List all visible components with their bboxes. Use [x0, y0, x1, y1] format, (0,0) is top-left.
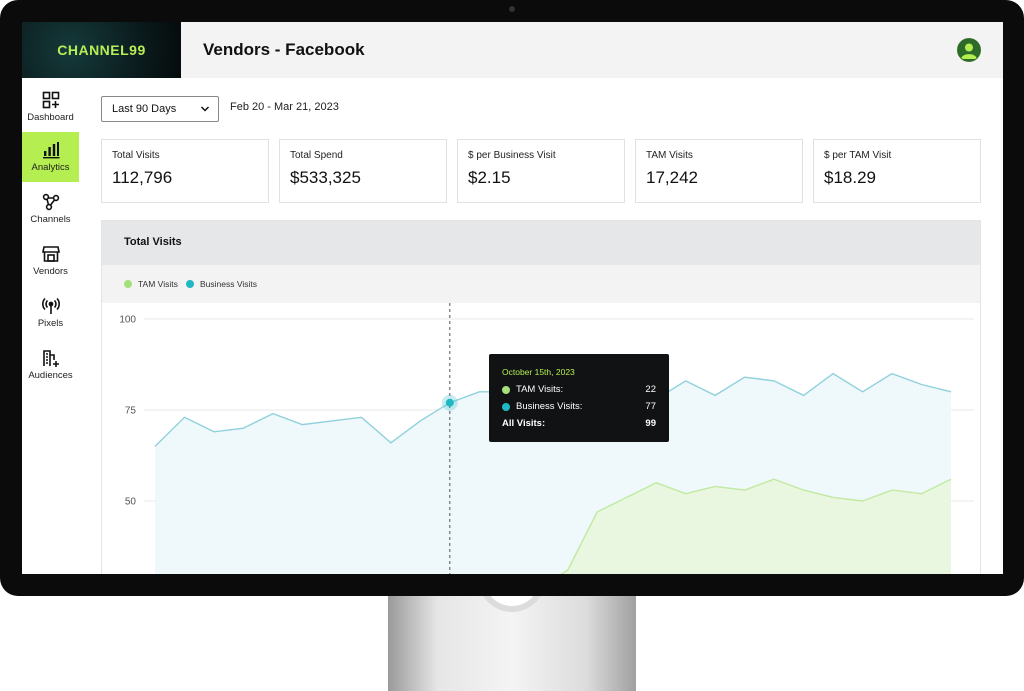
tooltip-row-tam: TAM Visits: 22	[502, 384, 656, 395]
kpi-card-total-visits: Total Visits 112,796	[101, 139, 269, 203]
kpi-value: $533,325	[290, 168, 361, 187]
sidebar-item-label: Dashboard	[27, 112, 74, 123]
app-screen: CHANNEL99 Vendors - Facebook Dashboard	[22, 22, 1003, 574]
legend-label: TAM Visits	[138, 279, 178, 289]
kpi-value: 112,796	[112, 168, 173, 187]
brand-logo-text: CHANNEL99	[57, 42, 146, 58]
kpi-card-tam-visits: TAM Visits 17,242	[635, 139, 803, 203]
brand-logo[interactable]: CHANNEL99	[22, 22, 181, 78]
total-visits-chart-card: Total Visits TAM Visits Business Visits …	[101, 220, 981, 574]
chart-title: Total Visits	[124, 236, 182, 248]
broadcast-icon	[41, 297, 60, 314]
kpi-label: $ per Business Visit	[468, 150, 556, 161]
legend-item-tam[interactable]: TAM Visits	[124, 279, 178, 289]
channels-network-icon	[42, 193, 59, 211]
tooltip-swatch-tam	[502, 385, 510, 394]
period-select[interactable]: Last 90 Days	[101, 96, 219, 122]
tooltip-date: October 15th, 2023	[502, 367, 575, 377]
chart-legend: TAM Visits Business Visits	[102, 265, 980, 303]
user-avatar-icon[interactable]	[957, 38, 981, 62]
bar-chart-icon	[42, 142, 59, 159]
kpi-card-cost-per-business-visit: $ per Business Visit $2.15	[457, 139, 625, 203]
highlight-point-business[interactable]	[445, 398, 454, 407]
legend-swatch-business	[186, 280, 194, 288]
sidebar-item-label: Channels	[30, 214, 71, 225]
chevron-down-icon	[200, 106, 210, 112]
tooltip-label: Business Visits:	[516, 401, 583, 412]
tooltip-label: All Visits:	[502, 418, 546, 429]
kpi-value: $2.15	[468, 168, 511, 187]
y-tick-label: 75	[125, 406, 137, 417]
period-select-value: Last 90 Days	[112, 103, 177, 115]
legend-label: Business Visits	[200, 279, 258, 289]
sidebar-item-audiences[interactable]: Audiences	[22, 340, 79, 390]
kpi-value: $18.29	[824, 168, 876, 187]
kpi-card-total-spend: Total Spend $533,325	[279, 139, 447, 203]
sidebar-item-vendors[interactable]: Vendors	[22, 236, 79, 286]
y-tick-label: 50	[125, 497, 137, 508]
dashboard-grid-icon	[42, 91, 59, 109]
tooltip-row-all: All Visits: 99	[502, 418, 656, 429]
page-header: Vendors - Facebook	[181, 22, 1003, 78]
sidebar-item-label: Analytics	[31, 162, 70, 173]
tooltip-value: 22	[645, 384, 656, 395]
monitor-frame: CHANNEL99 Vendors - Facebook Dashboard	[0, 0, 1024, 596]
legend-item-business[interactable]: Business Visits	[186, 279, 257, 289]
sidebar-item-label: Pixels	[37, 318, 64, 329]
chart-points	[441, 303, 458, 574]
kpi-value: 17,242	[646, 168, 698, 187]
sidebar-item-analytics[interactable]: Analytics	[22, 132, 79, 182]
main-content: Last 90 Days Feb 20 - Mar 21, 2023 Total…	[79, 78, 1003, 574]
kpi-label: Total Visits	[112, 150, 160, 161]
chart-areas	[154, 372, 952, 574]
kpi-label: Total Spend	[290, 150, 343, 161]
kpi-label: $ per TAM Visit	[824, 150, 892, 161]
tooltip-row-business: Business Visits: 77	[502, 401, 656, 412]
chart-tooltip: October 15th, 2023 TAM Visits: 22 Busine…	[489, 354, 669, 442]
kpi-card-cost-per-tam-visit: $ per TAM Visit $18.29	[813, 139, 981, 203]
series-area-tam	[561, 479, 951, 574]
sidebar-item-dashboard[interactable]: Dashboard	[22, 82, 79, 132]
kpi-label: TAM Visits	[646, 150, 693, 161]
webcam-icon	[509, 6, 515, 12]
legend-swatch-tam	[124, 280, 132, 288]
sidebar-item-pixels[interactable]: Pixels	[22, 288, 79, 338]
date-range-label: Feb 20 - Mar 21, 2023	[230, 101, 339, 113]
tooltip-label: TAM Visits:	[516, 384, 564, 395]
sidebar-item-channels[interactable]: Channels	[22, 184, 79, 234]
tooltip-swatch-business	[502, 402, 510, 411]
audience-building-icon	[42, 350, 59, 367]
sidebar: Dashboard Analytics Channels	[22, 78, 80, 574]
y-tick-label: 100	[119, 315, 136, 326]
sidebar-item-label: Audiences	[28, 370, 73, 381]
sidebar-item-label: Vendors	[33, 266, 68, 277]
page-title: Vendors - Facebook	[203, 40, 365, 59]
chart-header: Total Visits	[102, 221, 980, 265]
tooltip-value: 77	[645, 401, 656, 412]
series-line-tam	[560, 478, 952, 574]
storefront-icon	[41, 246, 60, 262]
tooltip-value: 99	[645, 418, 656, 429]
